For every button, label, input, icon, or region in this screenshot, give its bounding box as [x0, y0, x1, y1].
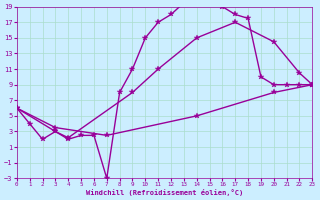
X-axis label: Windchill (Refroidissement éolien,°C): Windchill (Refroidissement éolien,°C) — [86, 189, 243, 196]
